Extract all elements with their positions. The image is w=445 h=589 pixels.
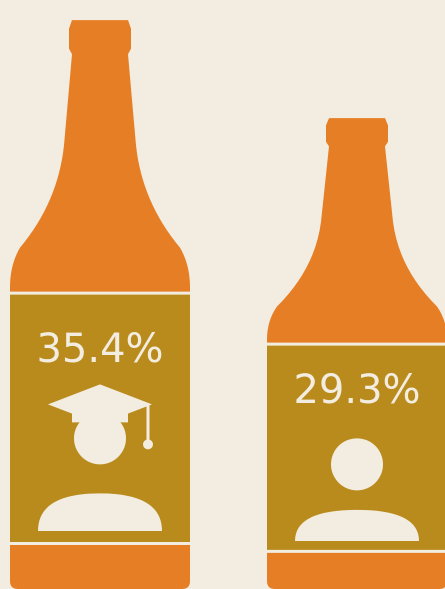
person-head: [74, 412, 126, 465]
graduation-tassel: [143, 439, 153, 450]
graduation-cap: [72, 404, 128, 423]
person-body: [295, 509, 419, 541]
person-head: [331, 438, 383, 491]
value-label: 29.3%: [293, 367, 420, 413]
person-body: [38, 493, 162, 531]
value-label: 35.4%: [36, 326, 163, 372]
